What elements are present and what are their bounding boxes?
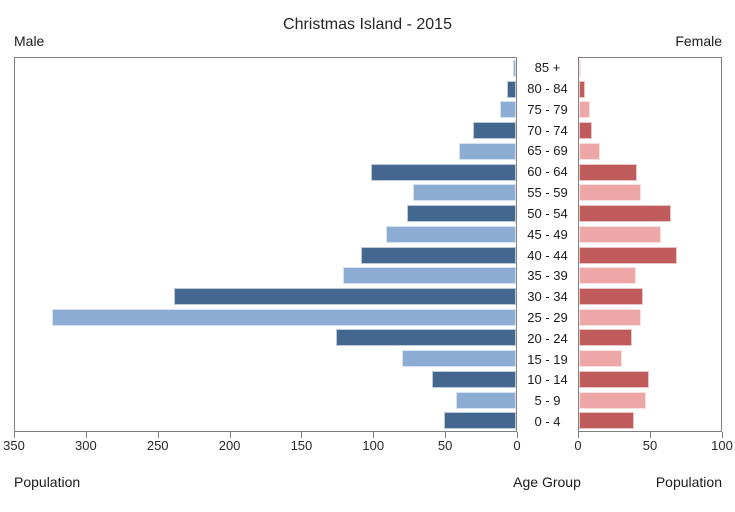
age-group-label-35-39: 35 - 39 bbox=[527, 268, 568, 284]
age-group-label-50-54: 50 - 54 bbox=[527, 205, 568, 221]
female-bar-50-54 bbox=[579, 205, 672, 223]
female-bar-30-34 bbox=[579, 287, 643, 305]
male-bar-85+ bbox=[513, 60, 516, 77]
male-axis-tick-label-0: 0 bbox=[513, 438, 521, 453]
male-bar-30-34 bbox=[173, 287, 516, 305]
male-bar-15-19 bbox=[401, 350, 516, 368]
chart-title: Christmas Island - 2015 bbox=[283, 16, 452, 33]
female-axis-tick-mark-100 bbox=[722, 432, 723, 438]
age-group-label-65-69: 65 - 69 bbox=[527, 143, 568, 159]
female-bar-15-19 bbox=[579, 350, 622, 368]
female-bar-0-4 bbox=[579, 412, 635, 430]
male-axis-tick-mark-350 bbox=[14, 432, 15, 438]
male-axis-tick-label-350: 350 bbox=[3, 438, 25, 453]
male-axis-tick-labels: 350 300 250 200 150 100 50 0 bbox=[3, 438, 521, 453]
male-axis-tick-mark-150 bbox=[301, 432, 303, 438]
male-axis-tick-mark-300 bbox=[85, 432, 87, 438]
male-axis-tick-label-200: 200 bbox=[218, 438, 241, 453]
female-axis-tick-mark-50 bbox=[650, 432, 651, 438]
male-bar-35-39 bbox=[342, 267, 516, 285]
male-bar-10-14 bbox=[431, 370, 516, 388]
female-axis-tick-labels: 0 50 100 bbox=[574, 438, 732, 453]
male-axis-ticks bbox=[14, 431, 518, 439]
male-axis-tick-label-300: 300 bbox=[74, 438, 97, 453]
female-side-label: Female bbox=[675, 33, 722, 49]
age-group-label-10-14: 10 - 14 bbox=[527, 372, 568, 388]
male-bar-55-59 bbox=[412, 184, 516, 202]
female-axis-tick-label-0: 0 bbox=[574, 438, 582, 453]
male-axis-title: Population bbox=[14, 474, 81, 490]
male-bar-60-64 bbox=[371, 163, 516, 181]
female-bar-20-24 bbox=[579, 329, 632, 347]
age-group-label-55-59: 55 - 59 bbox=[527, 184, 568, 200]
female-bar-80-84 bbox=[579, 80, 585, 98]
age-group-label-45-49: 45 - 49 bbox=[527, 226, 568, 242]
age-group-axis: 85 + 80 - 84 75 - 79 70 - 74 65 - 69 60 - 64 5… bbox=[517, 57, 578, 432]
male-axis-tick-label-250: 250 bbox=[146, 438, 169, 453]
male-bar-5-9 bbox=[455, 391, 516, 409]
male-axis-tick-label-50: 50 bbox=[437, 438, 453, 453]
female-axis-title: Population bbox=[655, 474, 722, 490]
age-group-label-40-44: 40 - 44 bbox=[527, 247, 568, 263]
male-bar-45-49 bbox=[385, 225, 516, 243]
male-bar-75-79 bbox=[500, 101, 516, 119]
female-bar-60-64 bbox=[579, 163, 638, 181]
female-bar-70-74 bbox=[579, 122, 592, 140]
age-group-label-30-34: 30 - 34 bbox=[527, 289, 568, 305]
male-axis-tick-mark-50 bbox=[445, 432, 447, 438]
male-axis-tick-mark-200 bbox=[229, 432, 231, 438]
age-group-label-5-9: 5 - 9 bbox=[534, 393, 561, 409]
male-axis-tick-mark-100 bbox=[373, 432, 375, 438]
male-plot-area bbox=[14, 57, 517, 432]
female-plot-area bbox=[578, 57, 722, 432]
age-group-label-75-79: 75 - 79 bbox=[527, 101, 568, 117]
male-bar-80-84 bbox=[507, 80, 516, 98]
age-group-label-0-4: 0 - 4 bbox=[534, 414, 561, 430]
male-bar-20-24 bbox=[335, 329, 516, 347]
female-axis-tick-label-100: 100 bbox=[711, 438, 733, 453]
female-axis-tick-label-50: 50 bbox=[642, 438, 658, 453]
female-axis-tick-mark-0 bbox=[578, 432, 579, 438]
male-axis-tick-label-150: 150 bbox=[290, 438, 313, 453]
female-bar-10-14 bbox=[579, 370, 649, 388]
female-bar-25-29 bbox=[579, 308, 642, 326]
female-bar-35-39 bbox=[579, 267, 636, 285]
male-axis-tick-label-100: 100 bbox=[362, 438, 385, 453]
age-group-label-70-74: 70 - 74 bbox=[527, 122, 568, 138]
age-group-label-85+: 85 + bbox=[534, 60, 561, 75]
male-side-label: Male bbox=[14, 33, 45, 49]
female-bar-65-69 bbox=[579, 142, 601, 160]
male-bar-40-44 bbox=[361, 246, 516, 264]
male-bar-50-54 bbox=[407, 205, 516, 223]
male-bar-0-4 bbox=[444, 412, 516, 430]
age-group-label-20-24: 20 - 24 bbox=[527, 330, 568, 346]
male-axis-tick-mark-250 bbox=[157, 432, 159, 438]
male-axis-tick-mark-0 bbox=[517, 432, 518, 438]
female-bar-45-49 bbox=[579, 225, 662, 243]
female-bar-75-79 bbox=[579, 101, 591, 119]
age-group-axis-title: Age Group bbox=[513, 474, 581, 490]
female-bar-85+ bbox=[579, 60, 581, 77]
age-group-label-25-29: 25 - 29 bbox=[527, 310, 568, 325]
male-bar-65-69 bbox=[458, 142, 516, 160]
male-bar-70-74 bbox=[473, 122, 516, 140]
age-group-label-15-19: 15 - 19 bbox=[527, 351, 568, 367]
female-axis-ticks bbox=[578, 431, 723, 439]
age-group-label-80-84: 80 - 84 bbox=[527, 80, 568, 96]
male-bar-25-29 bbox=[52, 308, 516, 326]
age-group-label-60-64: 60 - 64 bbox=[527, 164, 568, 180]
female-bar-40-44 bbox=[579, 246, 677, 264]
female-bar-5-9 bbox=[579, 391, 646, 409]
female-bar-55-59 bbox=[579, 184, 642, 202]
